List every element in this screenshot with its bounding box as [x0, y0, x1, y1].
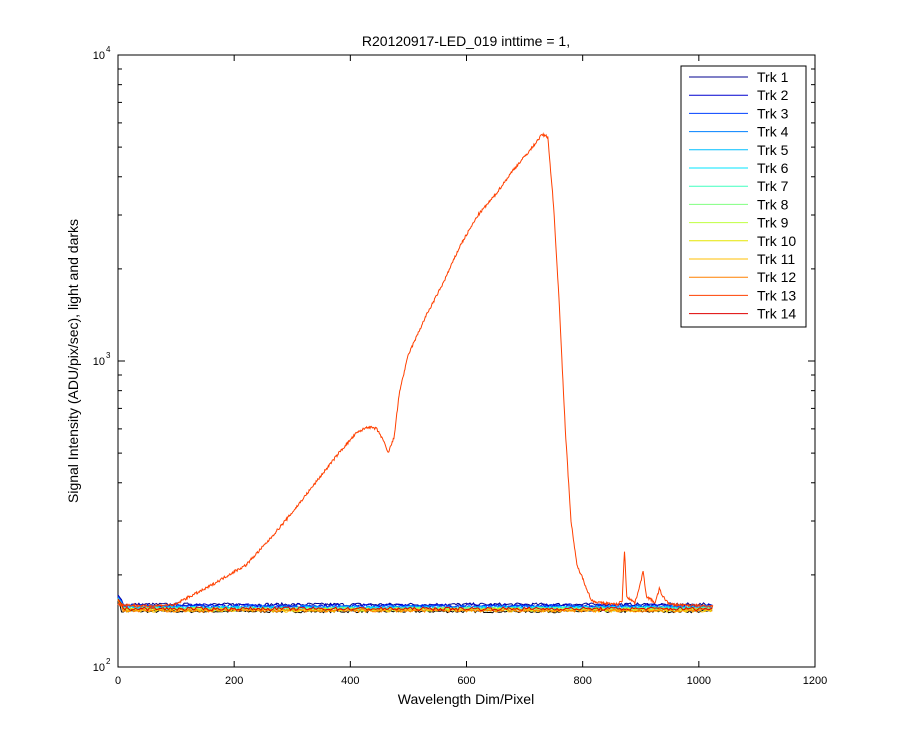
legend-label-8: Trk 8 [757, 196, 789, 212]
series-layer [117, 132, 714, 614]
legend-entries: Trk 1 Trk 2 Trk 3 Trk 4 Trk 5 Trk 6 Trk 7 Trk 8… [689, 69, 796, 322]
y-tick-label: 10 [93, 356, 105, 368]
legend-label-10: Trk 10 [757, 233, 796, 249]
chart-title: R20120917-LED_019 inttime = 1, [362, 33, 570, 49]
legend-label-1: Trk 1 [757, 69, 789, 85]
legend-label-12: Trk 12 [757, 269, 796, 285]
y-tick-label: 10 [93, 662, 105, 674]
x-tick-label: 1200 [803, 675, 827, 687]
x-tick-label: 600 [457, 675, 475, 687]
legend-label-14: Trk 14 [757, 306, 796, 322]
y-axis-label: Signal Intensity (ADU/pix/sec), light an… [65, 219, 81, 503]
y-tick-exponent: 2 [106, 657, 111, 666]
legend-label-5: Trk 5 [757, 142, 789, 158]
x-tick-label: 800 [573, 675, 591, 687]
legend-label-6: Trk 6 [757, 160, 789, 176]
x-tick-label: 1000 [687, 675, 711, 687]
series-line-14 [117, 598, 713, 612]
legend-label-2: Trk 2 [757, 87, 789, 103]
y-tick-exponent: 4 [106, 45, 111, 54]
x-tick-label: 400 [341, 675, 359, 687]
series-line-12 [117, 600, 713, 613]
legend-label-4: Trk 4 [757, 124, 789, 140]
legend-label-3: Trk 3 [757, 105, 789, 121]
y-tick-exponent: 3 [106, 351, 111, 360]
legend-label-7: Trk 7 [757, 178, 789, 194]
x-tick-label: 0 [115, 675, 121, 687]
legend-label-9: Trk 9 [757, 215, 789, 231]
legend-box [680, 65, 807, 328]
series-line-13 [117, 132, 714, 609]
x-axis-label: Wavelength Dim/Pixel [398, 691, 534, 707]
legend-label-13: Trk 13 [757, 287, 796, 303]
legend-label-11: Trk 11 [757, 251, 795, 267]
y-tick-label: 10 [93, 50, 105, 62]
legend: Trk 1 Trk 2 Trk 3 Trk 4 Trk 5 Trk 6 Trk 7 Trk 8… [680, 65, 807, 328]
x-tick-label: 200 [225, 675, 243, 687]
